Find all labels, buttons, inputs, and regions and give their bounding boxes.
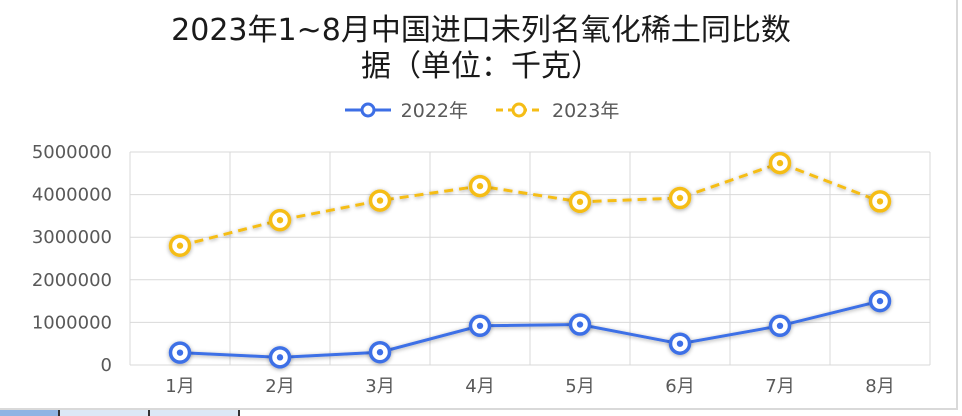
data-point-center [676,340,684,347]
data-point-center [476,322,484,330]
x-tick-label: 3月 [365,376,394,397]
y-tick-label: 4000000 [32,185,112,206]
x-tick-label: 5月 [565,376,594,397]
legend-marker-2023 [496,102,542,117]
x-tick-label: 8月 [865,376,894,397]
series-line-2022 [179,299,881,359]
legend-label-2022: 2022年 [400,100,468,122]
x-tick-label: 4月 [465,376,494,397]
y-tick-label: 1000000 [32,312,112,333]
y-tick-label: 5000000 [32,142,112,163]
data-point-center [476,182,484,190]
data-point-center [176,242,184,249]
chart-title-line-2: 据（单位：千克） [361,49,601,84]
data-point-center [376,349,384,356]
y-tick-label: 2000000 [32,270,112,291]
data-point-center [576,198,584,206]
legend-label-2023: 2023年 [552,100,620,122]
x-tick-label: 7月 [765,376,794,397]
data-point-center [776,322,784,330]
legend-marker-2022 [344,102,391,117]
data-point-center [676,194,684,202]
data-point-center [176,349,184,356]
x-tick-label: 2月 [265,376,294,397]
data-point-center [876,198,884,205]
x-tick-label: 1月 [165,376,194,397]
y-tick-label: 3000000 [32,227,112,248]
legend-item-2023[interactable]: 2023年 [494,96,619,123]
chart-title-line-1: 2023年1~8月中国进口未列名氧化稀土同比数 [171,13,791,48]
bottom-edge-strip [0,410,240,416]
y-tick-label: 0 [101,355,112,376]
data-point-center [276,354,284,361]
legend-item-2022[interactable]: 2022年 [343,96,468,123]
data-point-center [576,321,584,328]
data-point-center [276,216,284,224]
data-point-center [376,197,384,204]
data-point-center [876,297,884,305]
legend: 2022年 2023年 [0,96,962,123]
data-point-center [776,159,784,167]
x-tick-label: 6月 [665,376,694,397]
series-line-2023 [179,161,881,248]
